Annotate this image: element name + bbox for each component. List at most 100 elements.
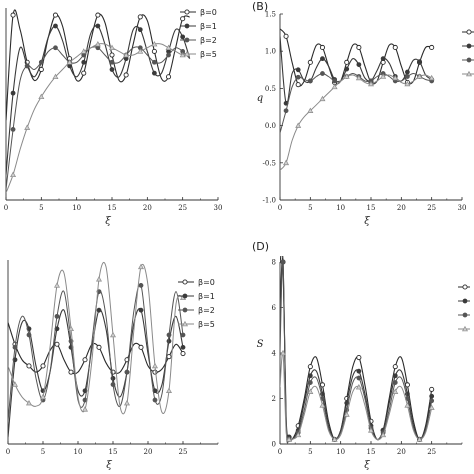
data-point — [307, 59, 313, 65]
data-point — [380, 73, 387, 79]
data-point — [68, 325, 74, 332]
legend-marker — [462, 312, 468, 318]
data-point — [12, 344, 18, 350]
data-point — [38, 59, 44, 65]
legend: β=0 β=1 β=2 β=5 — [178, 278, 215, 329]
data-point — [26, 399, 32, 406]
data-point — [344, 66, 350, 72]
data-point — [307, 380, 313, 385]
data-point — [283, 33, 289, 39]
x-tick-label: 10 — [72, 204, 81, 212]
x-axis-title: ξ — [364, 216, 370, 227]
x-tick-label: 0 — [6, 448, 10, 456]
data-point — [343, 73, 350, 79]
data-point — [10, 126, 16, 132]
data-point — [123, 72, 129, 78]
data-point — [152, 369, 158, 375]
series-line — [280, 74, 432, 171]
data-point — [179, 51, 186, 58]
y-tick-label: 0 — [272, 441, 276, 449]
legend-marker — [462, 298, 468, 304]
data-point — [380, 56, 386, 62]
x-axis-title: ξ — [364, 460, 370, 471]
data-point — [166, 387, 172, 393]
y-tick-label: 1.0 — [265, 48, 276, 56]
legend-label: β=1 — [200, 22, 217, 31]
data-point — [416, 436, 423, 442]
legend-marker — [462, 284, 468, 290]
series-line — [6, 43, 190, 194]
data-point — [180, 332, 186, 338]
data-point — [80, 48, 87, 54]
x-axis-title: ξ — [105, 216, 111, 227]
data-point — [320, 71, 325, 76]
legend-marker — [184, 23, 190, 29]
data-point — [356, 354, 362, 361]
data-point — [392, 74, 399, 81]
data-point — [283, 159, 290, 166]
data-point — [137, 48, 144, 54]
x-tick-label: 20 — [397, 204, 406, 212]
data-point — [429, 44, 435, 51]
panel-b: 0 5 10 15 20 25 30 -1.0 -0.5 0.0 0.5 1.0 1.5 ξ q (B) — [252, 0, 474, 227]
data-point — [166, 52, 171, 58]
data-point — [54, 341, 60, 347]
x-tick-label: 20 — [144, 448, 153, 456]
data-point — [137, 27, 143, 33]
data-point — [53, 23, 58, 29]
data-point — [331, 83, 338, 90]
x-tick-label: 15 — [108, 204, 117, 212]
legend-marker — [184, 9, 190, 15]
legend-marker — [182, 307, 188, 313]
data-point — [109, 44, 115, 51]
legend-label: β=1 — [198, 292, 215, 301]
data-point — [356, 44, 362, 51]
data-point — [416, 73, 423, 79]
x-tick-label: 10 — [336, 204, 345, 212]
x-tick-label: 30 — [458, 204, 467, 212]
x-tick-label: 10 — [74, 448, 83, 456]
data-point — [295, 67, 301, 73]
y-tick-label: 0.0 — [265, 122, 276, 130]
data-point — [40, 363, 46, 369]
data-point — [295, 82, 301, 88]
data-point — [320, 56, 325, 62]
legend-marker — [184, 50, 190, 57]
y-tick-label: 0.5 — [265, 85, 276, 93]
data-point — [280, 259, 286, 265]
legend-marker — [182, 279, 188, 285]
data-point — [368, 427, 374, 433]
data-point — [26, 363, 32, 369]
data-point — [283, 108, 289, 114]
x-tick-label: 20 — [397, 448, 406, 456]
panel-label: (D) — [252, 240, 269, 253]
y-axis-title: S — [257, 339, 264, 350]
legend-marker — [182, 320, 188, 327]
x-tick-label: 20 — [143, 204, 152, 212]
data-point — [151, 59, 157, 65]
data-point — [151, 41, 158, 47]
panel-a: 0 5 10 15 20 25 30 ξ β=0 β=1 β=2 β=5 — [4, 8, 222, 227]
series-group — [8, 262, 186, 438]
x-tick-label: 5 — [308, 204, 312, 212]
x-tick-label: 15 — [367, 204, 376, 212]
data-point — [404, 402, 411, 408]
data-point — [429, 393, 435, 399]
series-line — [280, 351, 433, 441]
data-point — [110, 375, 116, 381]
data-point — [166, 354, 172, 360]
legend-label: β=2 — [200, 36, 217, 45]
legend-marker — [462, 325, 468, 332]
legend-label: β=5 — [198, 320, 215, 329]
data-point — [53, 45, 58, 51]
x-tick-label: 15 — [109, 448, 118, 456]
y-tick-label: 4 — [272, 350, 277, 358]
data-point — [319, 44, 326, 51]
data-point — [331, 436, 338, 442]
x-tick-label: 0 — [278, 204, 282, 212]
x-tick-label: 25 — [427, 204, 436, 212]
data-point — [280, 349, 287, 356]
data-point — [24, 63, 30, 69]
legend-marker — [182, 293, 188, 299]
